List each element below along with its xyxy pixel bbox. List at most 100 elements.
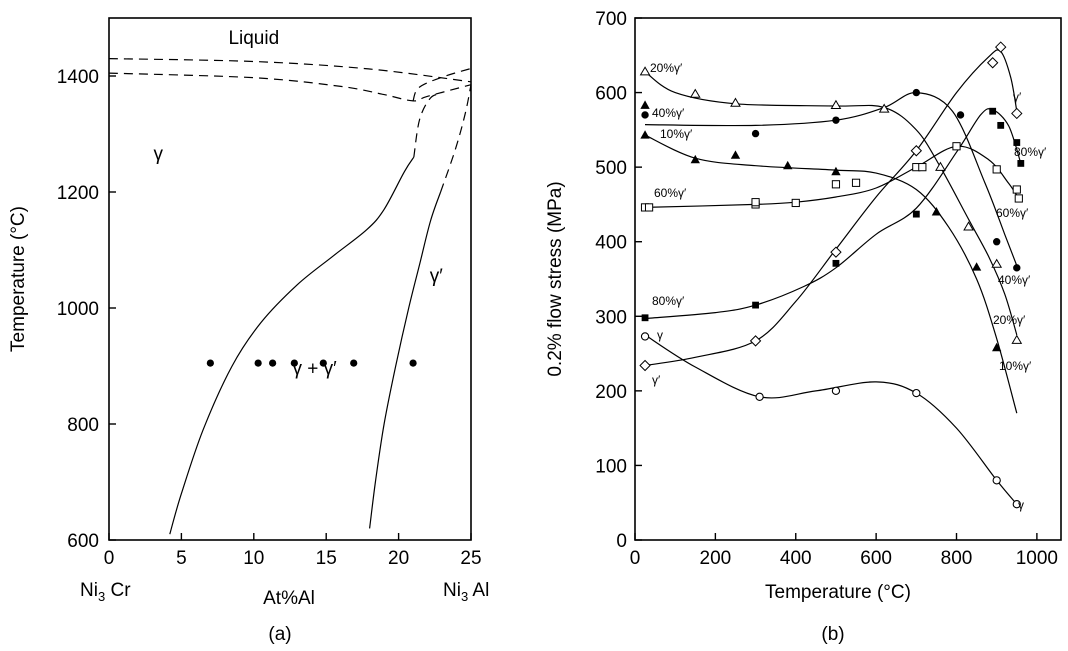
panel-b-y-tick-label: 500	[595, 158, 627, 179]
panel-a-dashed-boundary	[108, 58, 472, 83]
series-end-label: 60%γ′	[996, 206, 1029, 220]
series-point-80	[989, 107, 997, 115]
panel-a-region-labels: Liquid γ γ′ γ + γ′	[153, 28, 443, 380]
series-point-10	[730, 150, 741, 159]
series-start-label: 40%γ′	[652, 106, 685, 120]
series-end-label: 40%γ′	[998, 273, 1031, 287]
series-point-series	[1012, 500, 1021, 509]
panel-a-dashed-boundary	[440, 84, 472, 193]
series-point-series	[749, 335, 762, 347]
series-curve-20	[644, 71, 1018, 336]
series-point-60	[918, 163, 927, 172]
series-point-10	[783, 160, 793, 170]
panel-b-x-tick-label: 400	[780, 548, 812, 569]
panel-a-region-label: Liquid	[228, 28, 279, 49]
panel-a-x-tick-label: 5	[176, 548, 187, 569]
series-curve-10	[644, 134, 1018, 414]
series-curve-60	[644, 145, 1020, 208]
series-end-label: γ′	[1013, 90, 1022, 104]
panel-a-region-label: γ′	[430, 266, 444, 287]
panel-a-data-point	[206, 359, 214, 367]
series-point-20	[878, 103, 890, 113]
series-point-60	[831, 180, 841, 189]
series-start-label: γ′	[652, 373, 661, 387]
series-start-label: 80%γ′	[652, 294, 685, 308]
panel-b-series-markers	[639, 41, 1025, 509]
series-point-10	[992, 342, 1002, 352]
panel-b-y-tick-label: 700	[595, 9, 627, 30]
series-point-60	[644, 203, 654, 212]
panel-a-y-tick-label: 1000	[57, 299, 99, 320]
panel-b-y-tick-label: 100	[595, 456, 627, 477]
series-start-label: 60%γ′	[654, 186, 687, 200]
panel-a-label: (a)	[268, 624, 291, 645]
panel-a-x-end-label-left: Ni3 Cr	[80, 580, 131, 604]
series-point-80	[641, 314, 649, 322]
series-point-60	[1012, 185, 1021, 194]
series-point-80	[997, 121, 1005, 129]
series-point-80	[1017, 160, 1025, 167]
panel-b-y-tick-label: 200	[595, 382, 627, 403]
series-point-40	[1013, 264, 1021, 272]
panel-a-y-tick-label: 600	[67, 531, 99, 552]
panel-a-data-point	[254, 359, 262, 367]
series-point-20	[935, 161, 946, 171]
series-point-series	[831, 386, 841, 396]
panel-a-x-tick-label: 10	[243, 548, 264, 569]
panel-a-data-point	[319, 359, 327, 367]
panel-a-boundaries	[108, 58, 472, 535]
series-curve-80	[644, 108, 1022, 320]
series-point-series	[995, 41, 1007, 53]
series-point-80	[1013, 139, 1021, 146]
series-curve-series	[644, 334, 1018, 505]
panel-b-x-tick-label: 1000	[1016, 548, 1058, 569]
series-point-10	[971, 262, 982, 271]
series-point-60	[851, 178, 861, 187]
series-point-series	[640, 332, 650, 341]
panel-a-dashed-boundary	[108, 72, 472, 102]
panel-a-y-axis-title: Temperature (°C)	[8, 206, 29, 352]
panel-a-region-label: γ + γ′	[293, 359, 338, 380]
panel-a-y-tick-label: 1200	[57, 183, 99, 204]
series-end-label: 20%γ′	[993, 313, 1026, 327]
panel-a-x-tick-label: 25	[460, 548, 481, 569]
series-point-40	[641, 111, 649, 119]
panel-b-series-curves	[644, 49, 1022, 505]
panel-a-data-point	[350, 359, 358, 367]
series-end-label: 80%γ′	[1014, 145, 1047, 159]
series-point-series	[1011, 107, 1023, 120]
panel-b-y-tick-label: 0	[616, 531, 627, 552]
panel-b-x-axis-title: Temperature (°C)	[765, 582, 911, 603]
panel-b-y-axis-title: 0.2% flow stress (MPa)	[545, 181, 566, 376]
series-point-20	[730, 97, 741, 107]
series-point-series	[910, 145, 923, 157]
panel-a-data-point	[290, 359, 298, 367]
panel-a-ticks: 0 5 10 15 20 25 600 800 1000 1200 1400	[57, 67, 482, 569]
series-point-40	[992, 238, 1001, 246]
series-point-40	[832, 116, 840, 124]
series-point-10	[931, 207, 942, 216]
series-curve-series	[644, 49, 1018, 367]
series-end-label: 10%γ′	[999, 359, 1032, 373]
series-point-40	[956, 111, 965, 119]
panel-a-region-label: γ	[153, 144, 163, 165]
series-point-40	[912, 88, 921, 97]
series-point-20	[1011, 334, 1023, 344]
panel-a-x-axis-title: At%Al	[263, 588, 315, 609]
series-point-60	[751, 198, 760, 207]
panel-a-phase-diagram: 0 5 10 15 20 25 600 800 1000 1200 1400 Liquid γ γ′ γ …	[8, 17, 489, 645]
series-point-60	[1014, 194, 1023, 203]
panel-b-y-tick-label: 400	[595, 233, 627, 254]
panel-b-plot-frame	[634, 17, 1062, 541]
series-point-20	[689, 88, 701, 98]
panel-a-x-end-label-right: Ni3 Al	[443, 580, 489, 604]
series-point-80	[912, 210, 920, 218]
series-point-80	[832, 259, 840, 267]
series-point-20	[963, 221, 974, 231]
series-start-label: γ	[657, 328, 663, 342]
panel-b-x-tick-label: 800	[941, 548, 973, 569]
panel-a-y-tick-label: 1400	[57, 67, 99, 88]
panel-b-ticks: 0 200 400 600 800 1000 0 100 200 300 400 500 600 700	[595, 9, 1058, 569]
series-point-20	[639, 66, 651, 76]
series-point-20	[830, 99, 842, 109]
